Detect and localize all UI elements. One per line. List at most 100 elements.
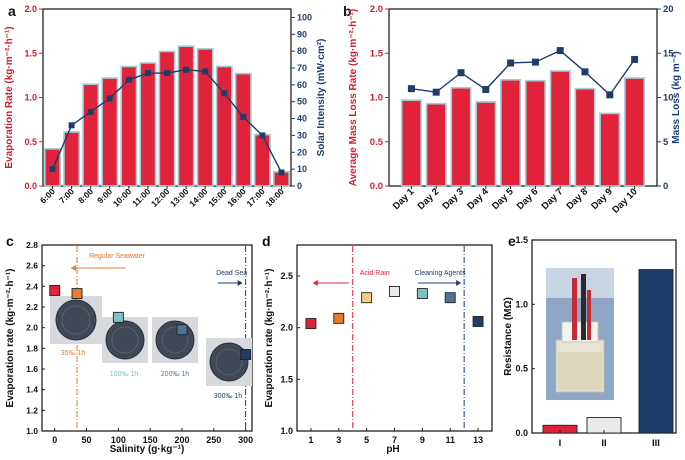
panel-d-xtick-label: 13 [473,435,483,445]
panel-a-y2tick-label: 20 [297,147,307,157]
panel-c-ytick-label: 2.2 [26,302,38,312]
panel-d-ytick-label: 2.0 [280,323,293,333]
panel-a-point [183,66,190,73]
panel-b-bar [450,86,472,187]
panel-a-point [68,122,75,129]
panel-b-xtick-label: Day 3 [440,186,466,212]
panel-d-point [305,318,317,329]
panel-d-point [444,292,456,304]
panel-c-point [71,288,83,300]
panel-e-xtick-label: III [652,438,660,449]
panel-b-bar [599,112,621,187]
panel-a-xtick-label: 10:00 [111,186,134,209]
panel-d-point [389,286,400,297]
panel-d-acid-arrowhead [312,280,318,286]
panel-e-red-probe [572,278,577,340]
panel-c-sample-disk-ring [161,326,189,354]
panel-a-xtick-label: 7:00 [57,186,76,205]
panel-d-ylabel: Evaporation rate (kg·m⁻²·h⁻¹) [264,269,275,408]
panel-d-xtick-label: 7 [392,435,397,445]
panel-b-y2tick-label: 10 [663,93,674,104]
panel-b-bar [475,101,497,187]
panel-a-bar [63,131,81,187]
panel-a-point [164,70,170,77]
panel-a-xtick-label: 11:00 [130,186,152,208]
panel-b-line [411,49,636,96]
panel-a-point [202,68,209,75]
panel-a-y2tick-label: 40 [297,114,307,124]
panel-c-sample-caption: 300‰ 1h [214,393,243,400]
panel-d-xtick-label: 5 [364,435,369,445]
panel-a-y2tick-label: 50 [297,97,307,107]
panel-b-ytick-label: 1.5 [370,48,384,59]
panel-e-red-probe-2 [587,290,591,340]
panel-e-ytick-label: 1.5 [515,235,528,245]
panel-b-point [556,47,564,55]
panel-a-xtick-label: 6:00 [38,186,57,205]
panel-d-ytick-label: 1.5 [280,374,293,384]
panel-c-xtick-label: 100 [111,435,126,445]
panel-b-xtick-label: Day 5 [490,186,516,212]
panel-b-bar [400,99,422,187]
panel-b-point [407,85,415,93]
panel-b-ytick-label: 0.5 [370,137,384,148]
panel-c-ytick-label: 2.8 [26,240,38,250]
panel-b-xtick-label: Day 10 [610,186,639,215]
panel-d-ytick-label: 2.5 [280,271,293,281]
panel-b-xtick-label: Day 2 [416,186,442,212]
panel-a-xtick-label: 13:00 [168,186,191,209]
panel-b-point [581,68,589,76]
panel-e-ytick-label: 0.0 [515,428,528,438]
panel-c-seawater-arrowhead [71,265,76,271]
panel-b-xtick-label: Day 8 [564,186,590,212]
panel-a-point [49,166,56,173]
panel-e-xtick-label: I [559,438,562,449]
panel-c-xtick-label: 300 [238,435,253,445]
panel-c-ytick-label: 1.2 [26,405,38,415]
panel-e-ytick-label: 1.0 [515,299,528,309]
panel-e-bar [638,269,674,434]
panel-c-xtick-label: 200 [174,435,189,445]
panel-a-bar [101,77,119,187]
panel-d-cleaning-arrowhead [456,280,462,286]
panel-c-sample-disk-ring [61,305,91,335]
panel-c-sample-disk-ring [111,326,139,354]
panel-c-deadsea-arrowhead [237,280,243,286]
panel-a-point [87,108,94,115]
panel-c-sample-caption: 200‰ 1h [161,371,190,378]
panel-b-xtick-label: Day 4 [465,186,491,212]
panel-d-acid-label: Acid Rain [360,270,390,277]
panel-a-bar [234,72,252,187]
panel-d-ytick-label: 1.0 [280,426,293,436]
panel-a-bar [253,133,271,187]
panel-a-bar [215,65,233,187]
panel-a-y2tick-label: 100 [297,12,312,22]
panel-a-xtick-label: 12:00 [149,186,172,209]
panel-a-ytick-label: 1.5 [24,48,37,58]
panel-a-label: a [8,3,16,19]
panel-c-seawater-label: Regular Seawater [89,253,146,260]
panel-d-point [472,316,484,327]
panel-e-beaker-liquid [558,352,602,390]
panel-c-ytick-label: 2.6 [26,261,38,271]
panel-e-photo-sky [546,268,614,298]
panel-a-ytick-label: 0.5 [24,137,37,147]
panel-b-point [631,55,639,63]
panel-a-xtick-label: 17:00 [244,186,267,209]
panel-d-cleaning-label: Cleaning Agents [415,270,466,277]
panel-b-point [507,59,515,67]
panel-b-point [482,86,490,94]
panel-a-xtick-label: 8:00 [76,186,95,205]
panel-d-point [361,292,373,304]
panel-c-ytick-label: 1.8 [26,343,38,353]
panel-b-bar [624,77,646,187]
panel-b-y2label: Mass Loss (kg m⁻²) [671,51,682,144]
panel-e-black-probe [581,274,586,340]
panel-d-xtick-label: 9 [420,435,425,445]
panel-a-bar [139,62,157,187]
panel-e-beaker-cap [561,321,599,343]
panel-a-xtick-label: 16:00 [225,186,248,209]
panel-a-ylabel: Evaporation Rate (kg·m⁻²·h⁻¹) [4,26,15,168]
panel-d-point [333,312,345,324]
